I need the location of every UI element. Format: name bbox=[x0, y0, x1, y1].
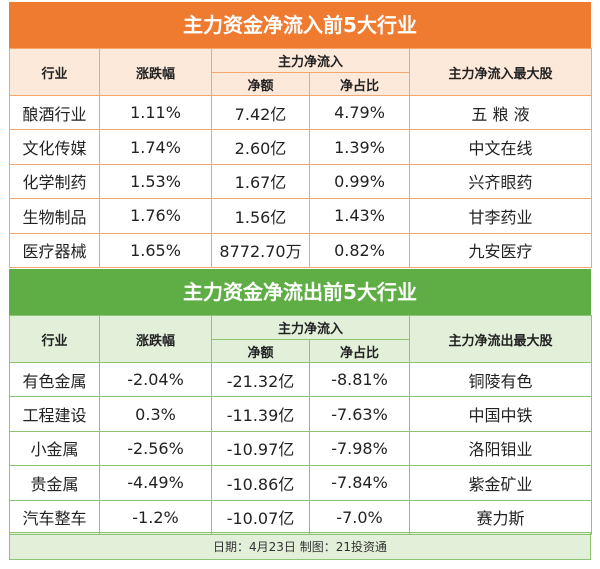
table-row: 生物制品 1.76% 1.56亿 1.43% 甘李药业 bbox=[9, 198, 593, 234]
table-cell: -8.81% bbox=[308, 361, 411, 398]
table-cell: 0.82% bbox=[308, 232, 411, 268]
header-cell: 行业 bbox=[9, 315, 100, 363]
table-cell: -7.84% bbox=[308, 465, 411, 501]
table-cell: 8772.70万 bbox=[211, 232, 310, 268]
header-cell: 行业 bbox=[9, 48, 100, 96]
table-row: 有色金属 -2.04% -21.32亿 -8.81% 铜陵有色 bbox=[9, 361, 593, 398]
table-cell: -1.2% bbox=[99, 499, 212, 535]
header-row: 净额 净占比 bbox=[10, 339, 592, 363]
table-cell: 1.67亿 bbox=[211, 163, 310, 200]
table-cell: 医疗器械 bbox=[9, 232, 100, 268]
table-cell: 1.11% bbox=[99, 94, 212, 131]
table-cell: 1.43% bbox=[308, 198, 411, 234]
table-cell: 2.60亿 bbox=[211, 129, 310, 165]
table-cell: -11.39亿 bbox=[211, 396, 310, 432]
table-row: 医疗器械 1.65% 8772.70万 0.82% 九安医疗 bbox=[9, 232, 593, 268]
table-cell: 生物制品 bbox=[9, 198, 100, 234]
table-cell: -10.86亿 bbox=[211, 465, 310, 501]
table-cell: 兴齐眼药 bbox=[409, 163, 593, 200]
section-title: 主力资金净流出前5大行业 bbox=[9, 269, 591, 315]
header-cell: 涨跌幅 bbox=[99, 48, 212, 96]
header-cell: 主力净流入 bbox=[210, 48, 411, 73]
table-cell: 小金属 bbox=[9, 430, 100, 467]
section-title: 主力资金净流入前5大行业 bbox=[9, 2, 591, 48]
table-cell: 1.74% bbox=[99, 129, 212, 165]
table-cell: -2.04% bbox=[99, 361, 212, 398]
table-cell: 1.39% bbox=[308, 129, 411, 165]
header-cell: 主力净流出最大股 bbox=[409, 315, 593, 363]
table-cell: 甘李药业 bbox=[409, 198, 593, 234]
header-cell: 涨跌幅 bbox=[99, 315, 212, 363]
table-cell: 1.56亿 bbox=[211, 198, 310, 234]
table-cell: -10.07亿 bbox=[211, 499, 310, 535]
table-cell: -7.63% bbox=[308, 396, 411, 432]
table-row: 化学制药 1.53% 1.67亿 0.99% 兴齐眼药 bbox=[9, 163, 593, 200]
table-cell: 中文在线 bbox=[409, 129, 593, 165]
data-table: 行业 涨跌幅 主力净流入 主力净流入最大股 净额 净占比 酿酒行业 1.11% 7.42亿 4.7… bbox=[9, 48, 593, 268]
table-cell: 贵金属 bbox=[9, 465, 100, 501]
table-cell: 洛阳钼业 bbox=[409, 430, 593, 467]
table-row: 酿酒行业 1.11% 7.42亿 4.79% 五 粮 液 bbox=[9, 94, 593, 131]
table-row: 小金属 -2.56% -10.97亿 -7.98% 洛阳钼业 bbox=[9, 430, 593, 467]
header-row: 行业 涨跌幅 主力净流入 主力净流出最大股 bbox=[9, 315, 593, 363]
table-cell: -21.32亿 bbox=[211, 361, 310, 398]
table-cell: -10.97亿 bbox=[211, 430, 310, 467]
table-cell: 文化传媒 bbox=[9, 129, 100, 165]
footer: 日期：4月23日 制图：21投资通 bbox=[9, 532, 591, 560]
table-cell: 五 粮 液 bbox=[409, 94, 593, 131]
table-row: 贵金属 -4.49% -10.86亿 -7.84% 紫金矿业 bbox=[9, 465, 593, 501]
header-cell: 净占比 bbox=[308, 339, 411, 363]
table-cell: -7.98% bbox=[308, 430, 411, 467]
table-cell: -4.49% bbox=[99, 465, 212, 501]
table-cell: 7.42亿 bbox=[211, 94, 310, 131]
table-cell: 汽车整车 bbox=[9, 499, 100, 535]
table-row: 汽车整车 -1.2% -10.07亿 -7.0% 赛力斯 bbox=[9, 499, 593, 535]
table-cell: 1.53% bbox=[99, 163, 212, 200]
table-cell: 中国中铁 bbox=[409, 396, 593, 432]
data-table: 行业 涨跌幅 主力净流入 主力净流出最大股 净额 净占比 有色金属 -2.04% -21.32亿… bbox=[9, 315, 593, 535]
header-cell: 主力净流入 bbox=[210, 315, 411, 340]
table-cell: 九安医疗 bbox=[409, 232, 593, 268]
table-cell: 0.3% bbox=[99, 396, 212, 432]
table-section: 主力资金净流出前5大行业 行业 涨跌幅 主力净流入 主力净流出最大股 净额 净占比 有色金属 -… bbox=[9, 269, 593, 535]
table-cell: 0.99% bbox=[308, 163, 411, 200]
header-cell: 主力净流入最大股 bbox=[409, 48, 593, 96]
table-section: 主力资金净流入前5大行业 行业 涨跌幅 主力净流入 主力净流入最大股 净额 净占比 酿酒行业 1… bbox=[9, 2, 593, 268]
table-cell: 4.79% bbox=[308, 94, 411, 131]
table-cell: 赛力斯 bbox=[409, 499, 593, 535]
header-row: 行业 涨跌幅 主力净流入 主力净流入最大股 bbox=[9, 48, 593, 96]
table-cell: 铜陵有色 bbox=[409, 361, 593, 398]
table-cell: 化学制药 bbox=[9, 163, 100, 200]
table-row: 文化传媒 1.74% 2.60亿 1.39% 中文在线 bbox=[9, 129, 593, 165]
table-cell: 工程建设 bbox=[9, 396, 100, 432]
table-cell: 有色金属 bbox=[9, 361, 100, 398]
table-row: 工程建设 0.3% -11.39亿 -7.63% 中国中铁 bbox=[9, 396, 593, 432]
table-cell: 1.65% bbox=[99, 232, 212, 268]
table-cell: -7.0% bbox=[308, 499, 411, 535]
table-cell: 紫金矿业 bbox=[409, 465, 593, 501]
header-cell: 净占比 bbox=[308, 72, 411, 96]
table-cell: 1.76% bbox=[99, 198, 212, 234]
header-cell: 净额 bbox=[211, 339, 310, 363]
table-cell: -2.56% bbox=[99, 430, 212, 467]
header-cell: 净额 bbox=[211, 72, 310, 96]
table-cell: 酿酒行业 bbox=[9, 94, 100, 131]
